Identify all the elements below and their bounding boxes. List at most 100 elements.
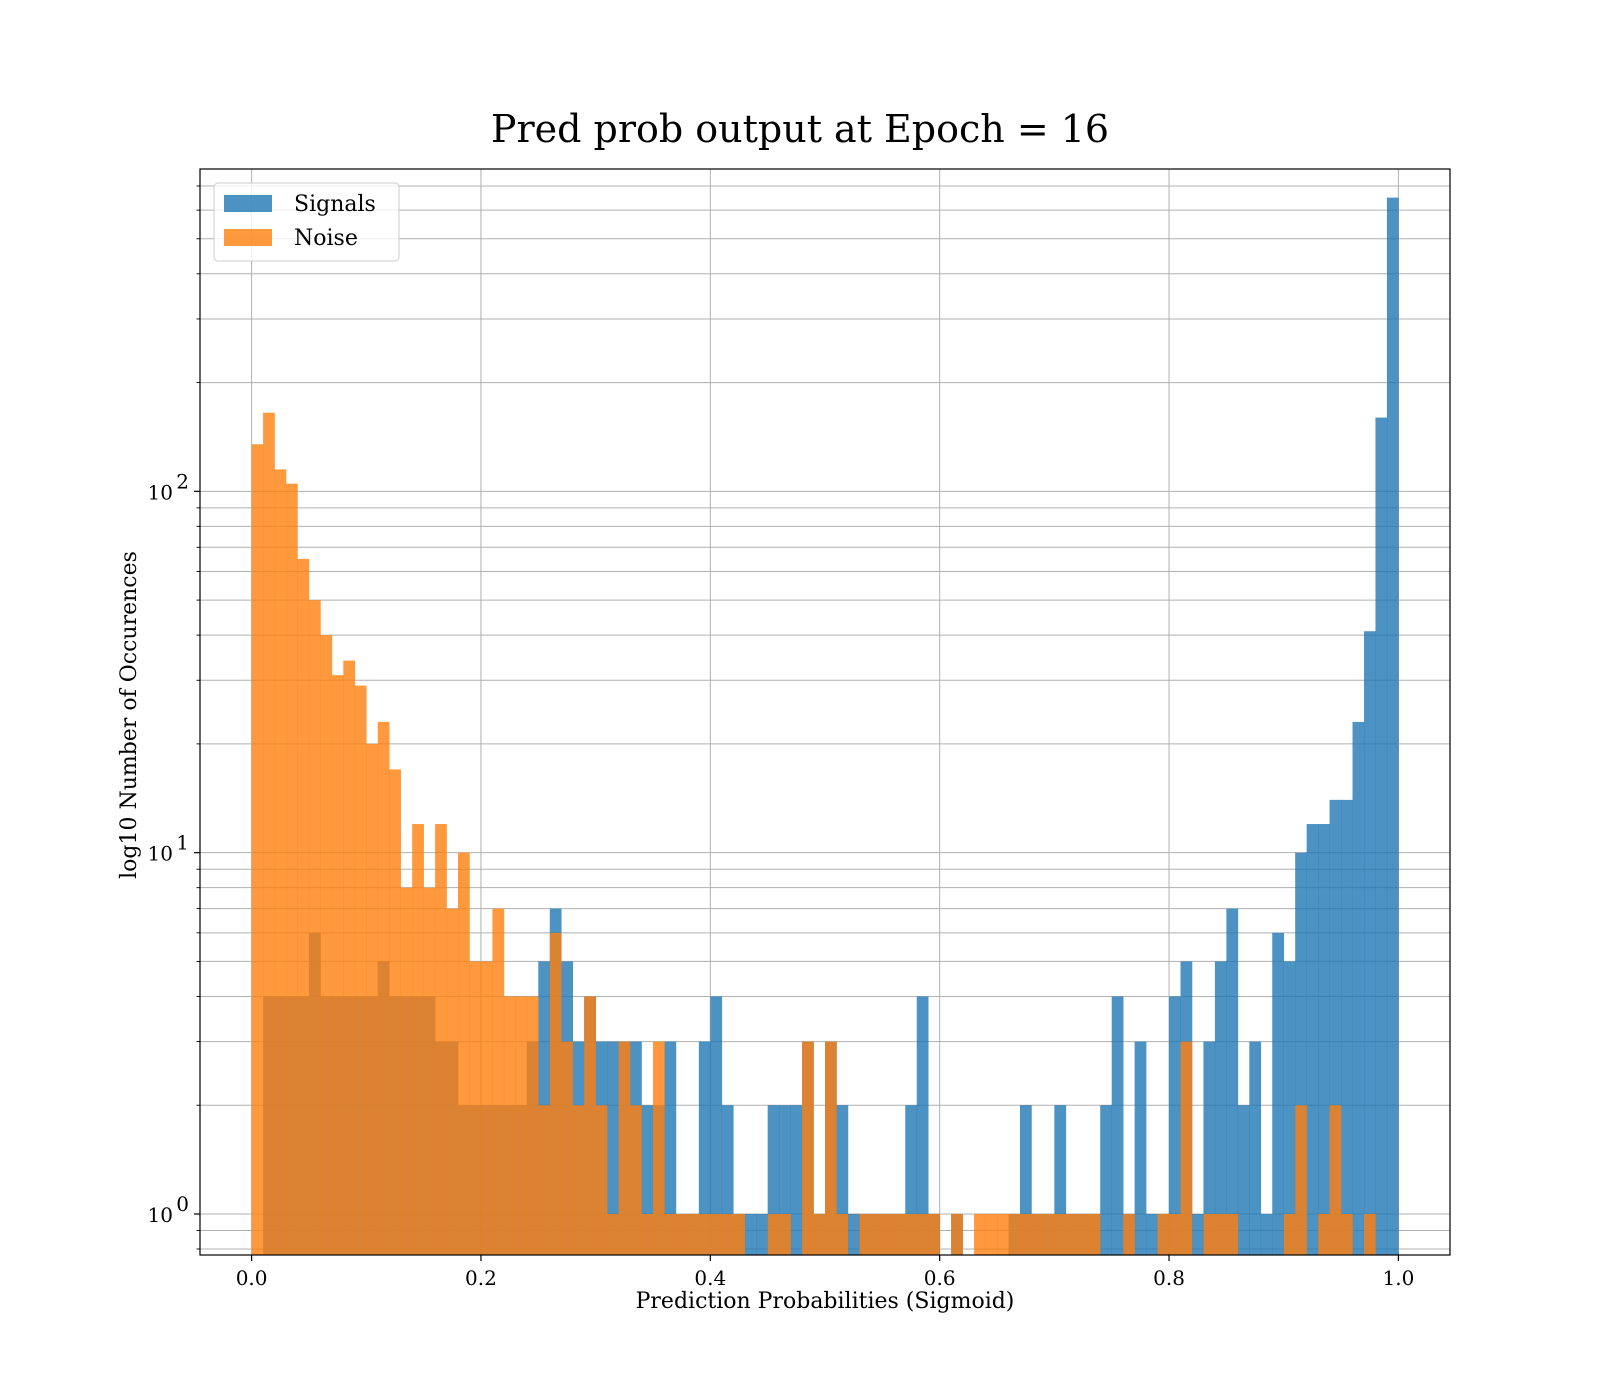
bar-signals [1203, 1041, 1216, 1255]
y-tick-exponent: 2 [176, 469, 189, 493]
bar-signals [790, 1105, 803, 1255]
bar-noise [675, 1213, 688, 1255]
bar-signals [641, 1105, 654, 1255]
legend-swatch-noise [224, 229, 272, 246]
bar-signals [1295, 852, 1307, 1255]
y-axis-label: log10 Number of Occurences [117, 551, 142, 879]
bar-signals [1019, 1105, 1032, 1255]
bar-noise [1318, 1213, 1330, 1255]
bar-signals [1191, 1213, 1204, 1255]
bar-noise [366, 743, 379, 1255]
plot-frame [199, 168, 1451, 1256]
bar-noise [1363, 1213, 1376, 1255]
y-tick-label: 10 [148, 1203, 173, 1227]
bar-signals [1386, 197, 1399, 1256]
bar-noise [503, 996, 516, 1255]
bar-noise [297, 558, 310, 1255]
bar-noise [400, 887, 413, 1255]
bar-signals [1054, 1105, 1067, 1255]
bar-signals [1341, 799, 1353, 1255]
bar-noise [331, 675, 344, 1255]
bar-signals [710, 996, 723, 1255]
bar-noise [561, 1041, 574, 1255]
bar-noise [274, 469, 287, 1255]
bar-signals [905, 1105, 918, 1255]
legend-label-noise: Noise [294, 226, 358, 251]
bar-noise [1157, 1213, 1170, 1255]
bar-signals [1329, 799, 1342, 1255]
bar-noise [343, 660, 356, 1255]
bar-noise [469, 961, 482, 1255]
bar-noise [802, 1041, 814, 1255]
chart-title: Pred prob output at Epoch = 16 [491, 107, 1109, 151]
bar-noise [480, 961, 493, 1255]
bar-noise [985, 1213, 998, 1255]
bar-noise [974, 1213, 986, 1255]
bar-noise [572, 1105, 585, 1255]
bar-noise [1203, 1213, 1216, 1255]
y-tick-label: 10 [148, 480, 173, 504]
bar-noise [928, 1213, 940, 1255]
bar-noise [584, 996, 596, 1255]
bar-noise [710, 1213, 723, 1255]
bar-signals [916, 996, 929, 1255]
bar-noise [458, 852, 470, 1255]
bar-signals [1169, 996, 1181, 1255]
bar-noise [1042, 1213, 1055, 1255]
bar-noise [1295, 1105, 1307, 1255]
bar-noise [446, 908, 459, 1255]
bar-noise [882, 1213, 895, 1255]
bar-noise [423, 887, 436, 1255]
bar-noise [733, 1213, 746, 1255]
bar-noise [607, 1213, 619, 1255]
x-tick-label: 0.2 [465, 1266, 497, 1290]
bar-noise [251, 444, 264, 1255]
bar-noise [721, 1213, 734, 1255]
bar-signals [1352, 721, 1365, 1255]
bar-signals [1283, 961, 1296, 1255]
x-tick-label: 0.8 [1153, 1266, 1185, 1290]
bar-noise [1088, 1213, 1101, 1255]
bar-signals [1111, 996, 1124, 1255]
bar-noise [1180, 1041, 1193, 1255]
bar-noise [308, 600, 321, 1255]
bar-noise [595, 1105, 608, 1255]
bar-noise [286, 483, 298, 1255]
bar-signals [1306, 824, 1319, 1255]
bar-noise [435, 824, 447, 1255]
bar-signals [836, 1105, 849, 1255]
bar-noise [1283, 1213, 1296, 1255]
bar-signals [779, 1105, 791, 1255]
bar-noise [1077, 1213, 1090, 1255]
bar-signals [847, 1213, 860, 1255]
bar-noise [1329, 1105, 1342, 1255]
bar-noise [1341, 1213, 1353, 1255]
bar-noise [825, 1041, 837, 1255]
bar-noise [1123, 1213, 1135, 1255]
bar-noise [687, 1213, 700, 1255]
bar-signals [1318, 824, 1330, 1255]
x-tick-label: 0.6 [924, 1266, 956, 1290]
bar-noise [870, 1213, 883, 1255]
bar-noise [1214, 1213, 1227, 1255]
bar-noise [1169, 1213, 1181, 1255]
bar-signals [1260, 1213, 1273, 1255]
bar-noise [916, 1213, 929, 1255]
bar-noise [1054, 1213, 1067, 1255]
bar-noise [997, 1213, 1009, 1255]
x-axis-label: Prediction Probabilities (Sigmoid) [636, 1289, 1015, 1314]
bar-noise [779, 1213, 791, 1255]
bar-noise [905, 1213, 918, 1255]
bar-noise [951, 1213, 963, 1255]
bar-noise [652, 1041, 665, 1255]
bar-noise [641, 1213, 654, 1255]
y-tick-exponent: 1 [176, 831, 189, 855]
bar-signals [698, 1041, 711, 1255]
x-tick-label: 1.0 [1382, 1266, 1414, 1290]
bar-noise [412, 824, 424, 1255]
bar-noise [526, 996, 539, 1255]
bar-signals [1134, 1041, 1147, 1255]
legend-swatch-signals [224, 195, 272, 212]
